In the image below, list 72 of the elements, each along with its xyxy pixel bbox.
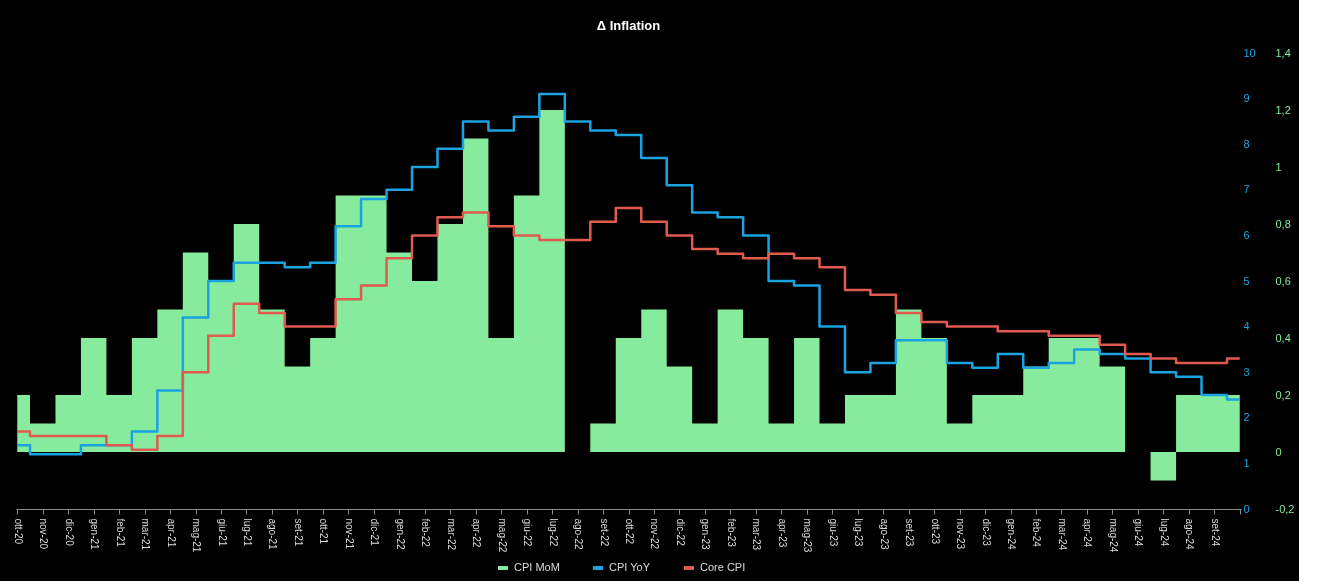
y-tick-label: 10: [1243, 46, 1256, 59]
x-tick-label: feb-21: [114, 518, 126, 548]
x-tick-label: feb-22: [420, 518, 432, 548]
x-tick-label: dic-22: [674, 518, 686, 547]
x-tick-label: nov-21: [343, 518, 355, 550]
x-tick-label: dic-20: [63, 518, 75, 547]
y2-tick-label: 1,4: [1275, 46, 1291, 59]
x-tick-label: gen-21: [89, 518, 101, 551]
x-tick-label: set-21: [292, 518, 304, 547]
x-tick-label: nov-20: [38, 518, 50, 550]
x-tick-label: dic-23: [980, 518, 992, 547]
legend-label: CPI YoY: [609, 561, 651, 573]
legend-label: Core CPI: [700, 561, 746, 573]
x-tick-label: mag-23: [802, 518, 814, 553]
y-tick-label: 7: [1243, 183, 1250, 196]
x-tick-label: lug-21: [241, 518, 253, 547]
x-tick-label: giu-24: [1133, 518, 1145, 547]
x-tick-label: gen-24: [1006, 518, 1018, 551]
x-tick-label: ago-23: [878, 518, 890, 551]
y-tick-label: 9: [1243, 92, 1250, 105]
x-tick-label: giu-22: [522, 518, 534, 547]
y-tick-label: 1: [1243, 456, 1250, 469]
x-tick-label: apr-21: [165, 518, 177, 548]
y2-tick-label: 0,4: [1275, 331, 1291, 344]
x-tick-label: mag-22: [496, 518, 508, 553]
x-tick-label: ott-22: [624, 518, 635, 545]
y2-tick-label: 0: [1275, 445, 1282, 458]
x-tick-label: lug-22: [547, 518, 559, 547]
x-tick-label: nov-23: [955, 518, 967, 550]
y-tick-label: 0: [1243, 502, 1250, 515]
chart-title: Δ Inflation: [596, 18, 661, 33]
x-tick-label: ott-21: [318, 518, 330, 545]
y2-tick-label: 1,2: [1275, 103, 1291, 116]
y-tick-label: 8: [1243, 137, 1250, 150]
x-tick-label: ott-20: [12, 518, 24, 545]
y-tick-label: 3: [1243, 365, 1250, 378]
x-tick-label: set-22: [598, 518, 610, 547]
x-tick-label: gen-22: [394, 518, 406, 551]
x-tick-label: dic-21: [369, 518, 381, 547]
x-tick-label: mar-22: [445, 518, 457, 551]
y-tick-label: 2: [1243, 411, 1250, 424]
x-tick-label: lug-23: [853, 518, 865, 547]
y2-tick-label: 0,8: [1275, 217, 1291, 230]
x-tick-label: ago-22: [573, 518, 585, 551]
x-tick-label: set-23: [904, 518, 916, 547]
y-tick-label: 5: [1243, 274, 1250, 287]
x-tick-label: apr-23: [776, 518, 788, 548]
x-tick-label: feb-24: [1031, 518, 1043, 548]
x-tick-label: mar-24: [1056, 518, 1068, 551]
x-tick-label: nov-22: [649, 518, 661, 550]
x-tick-label: giu-23: [827, 518, 839, 547]
y-tick-label: 6: [1243, 228, 1250, 241]
x-tick-label: ott-23: [929, 518, 941, 545]
x-tick-label: lug-24: [1158, 518, 1170, 547]
x-tick-label: gen-23: [700, 518, 712, 551]
x-tick-label: mar-21: [140, 518, 152, 551]
y2-tick-label: 0,2: [1275, 388, 1291, 401]
x-tick-label: apr-22: [471, 518, 483, 548]
y-tick-label: 4: [1243, 320, 1250, 333]
x-tick-label: ago-24: [1184, 518, 1196, 551]
legend-label: CPI MoM: [514, 561, 560, 573]
x-tick-label: feb-23: [725, 518, 737, 548]
x-tick-label: mar-23: [751, 518, 763, 551]
x-tick-label: mag-24: [1107, 518, 1119, 553]
y2-tick-label: 0,6: [1275, 274, 1291, 287]
x-tick-label: mag-21: [191, 518, 203, 553]
x-tick-label: ago-21: [267, 518, 279, 551]
x-tick-label: set-24: [1209, 518, 1221, 547]
y2-tick-label: 1: [1275, 160, 1282, 173]
x-tick-label: apr-24: [1082, 518, 1094, 548]
y2-tick-label: -0,2: [1275, 502, 1295, 515]
x-tick-label: giu-21: [216, 518, 228, 547]
